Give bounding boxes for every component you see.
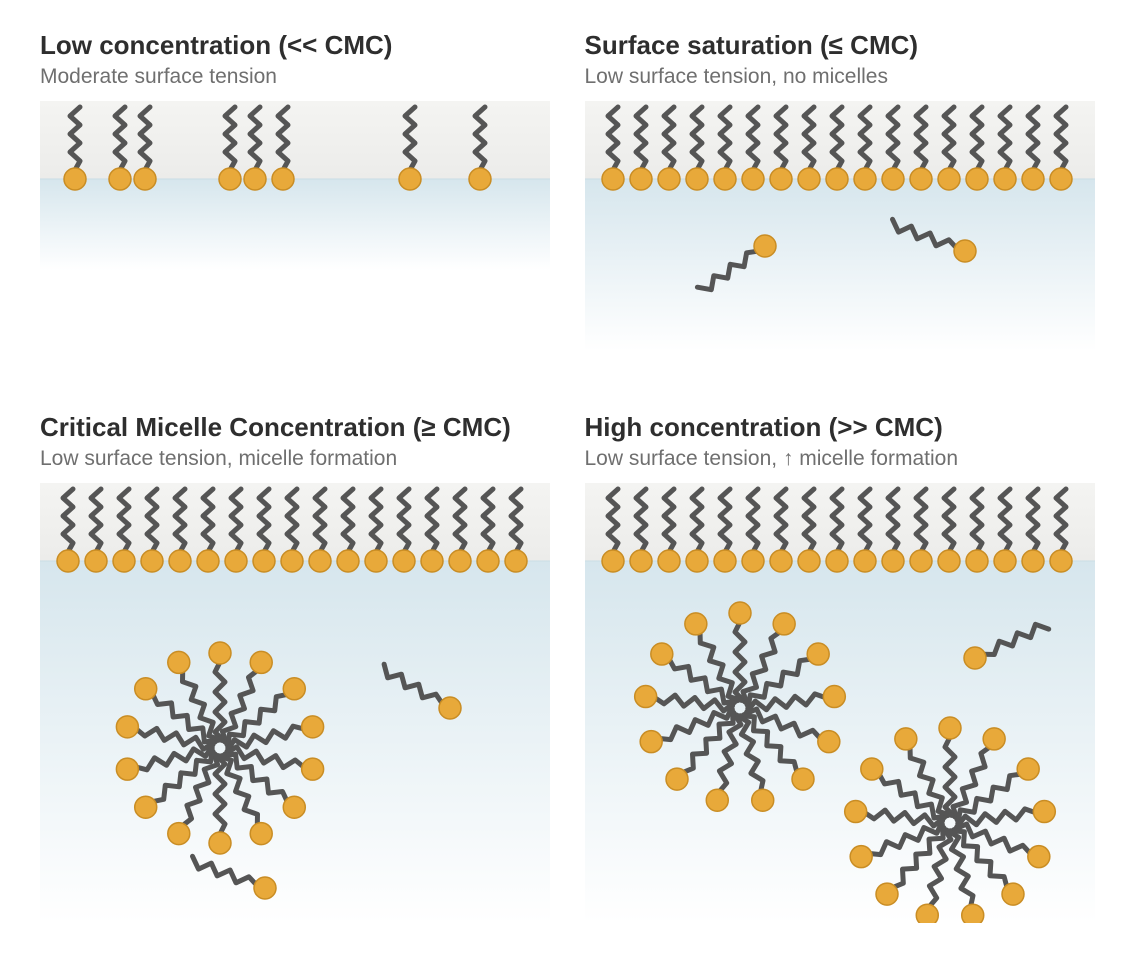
panel-subtitle: Low surface tension, micelle formation <box>40 447 555 471</box>
panel-subtitle: Low surface tension, ↑ micelle formation <box>585 447 1100 471</box>
panel-stage <box>585 483 1100 944</box>
panel-cmc: Critical Micelle Concentration (≥ CMC) L… <box>40 412 555 944</box>
panel-grid: Low concentration (<< CMC) Moderate surf… <box>40 30 1099 944</box>
panel-stage <box>40 483 555 944</box>
panel-title: Surface saturation (≤ CMC) <box>585 30 1100 61</box>
panel-stage <box>585 101 1100 372</box>
panel-title: Critical Micelle Concentration (≥ CMC) <box>40 412 555 443</box>
panel-high: High concentration (>> CMC) Low surface … <box>585 412 1100 944</box>
panel-sat: Surface saturation (≤ CMC) Low surface t… <box>585 30 1100 372</box>
panel-low: Low concentration (<< CMC) Moderate surf… <box>40 30 555 372</box>
panel-subtitle: Moderate surface tension <box>40 65 555 89</box>
panel-title: High concentration (>> CMC) <box>585 412 1100 443</box>
panel-title: Low concentration (<< CMC) <box>40 30 555 61</box>
panel-stage <box>40 101 555 372</box>
panel-subtitle: Low surface tension, no micelles <box>585 65 1100 89</box>
